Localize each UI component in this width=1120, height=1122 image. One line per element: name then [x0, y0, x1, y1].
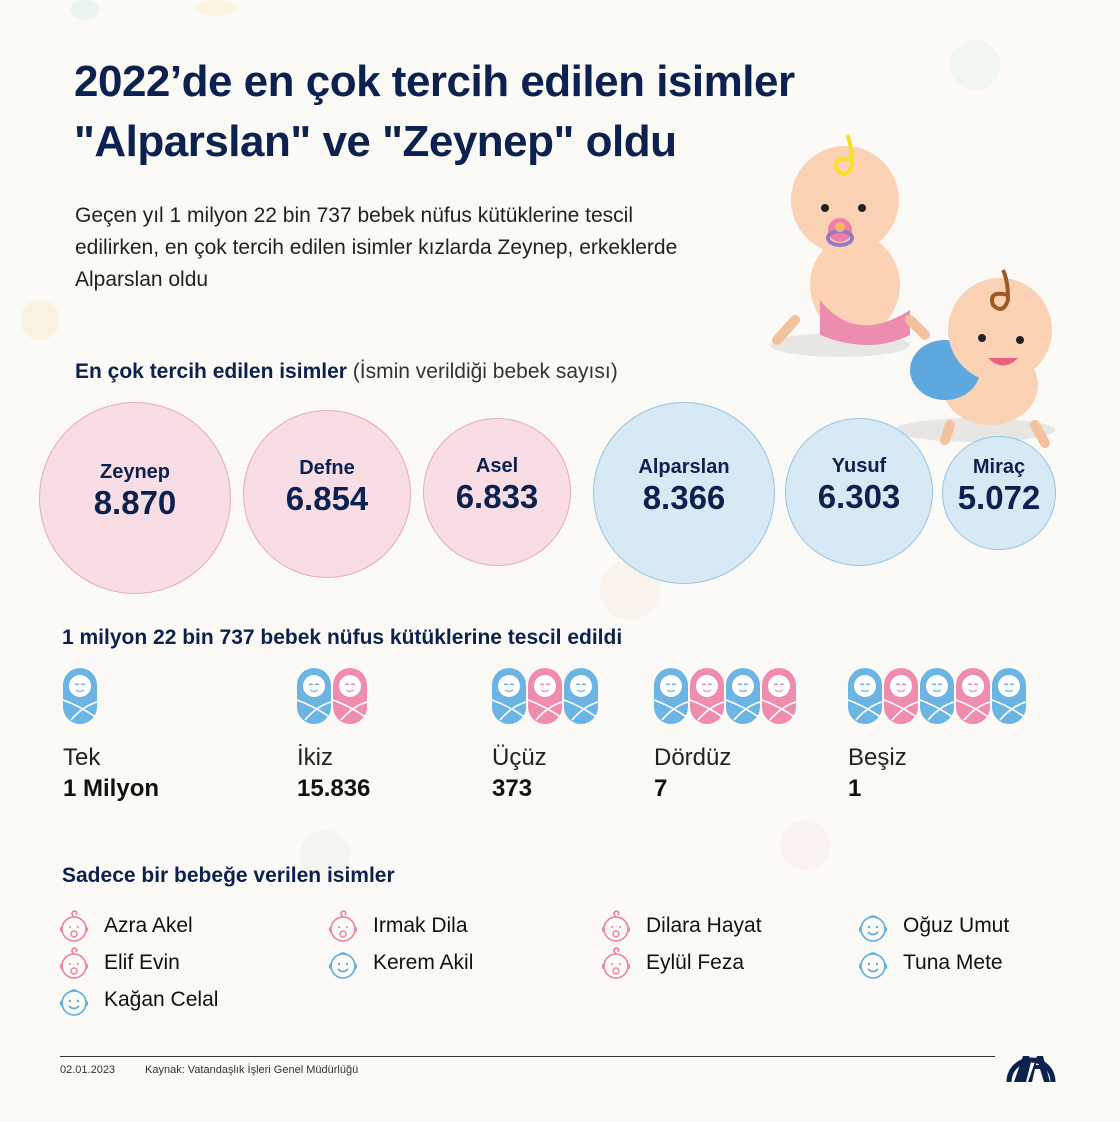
unique-names-column-4: Oğuz Umut Tuna Mete	[857, 907, 1009, 981]
name-label: Yusuf	[831, 454, 887, 477]
swaddle-baby-girl-icon	[956, 668, 990, 724]
baby-girl-face-icon	[600, 946, 632, 980]
swaddle-baby-boy-icon	[848, 668, 882, 724]
list-item: Eylül Feza	[600, 944, 762, 981]
unique-name: Kerem Akil	[373, 950, 474, 974]
page-title: 2022’de en çok tercih edilen isimler "Al…	[74, 52, 795, 172]
birth-type-value: 1 Milyon	[63, 775, 160, 802]
baby-girl-face-icon	[58, 909, 90, 943]
unique-names-column-2: Irmak Dila Kerem Akil	[327, 907, 473, 981]
name-label: Zeynep	[99, 460, 171, 483]
name-label: Asel	[475, 454, 519, 477]
list-item: Oğuz Umut	[857, 907, 1009, 944]
birth-type-value: 373	[492, 775, 533, 802]
swaddle-baby-girl-icon	[333, 668, 367, 724]
background-dot	[780, 820, 830, 870]
unique-names-column-1: Azra Akel Elif Evin Kağan Celal	[58, 907, 218, 1018]
babies-illustration	[770, 134, 1055, 448]
name-circle-yusuf: Yusuf 6.303	[785, 418, 933, 566]
list-item: Kağan Celal	[58, 981, 218, 1018]
name-circle-alparslan: Alparslan 8.366	[593, 402, 775, 584]
background-dot	[950, 40, 1000, 90]
swaddle-baby-boy-icon	[654, 668, 688, 724]
birth-type-quintuplets: Beşiz 1	[848, 668, 1026, 806]
swaddle-baby-girl-icon	[762, 668, 796, 724]
name-label: Defne	[299, 456, 355, 479]
baby-girl-face-icon	[327, 909, 359, 943]
name-circle-defne: Defne 6.854	[243, 410, 411, 578]
title-line-2: "Alparslan" ve "Zeynep" oldu	[74, 117, 677, 166]
births-heading: 1 milyon 22 bin 737 bebek nüfus kütükler…	[62, 626, 623, 649]
unique-name: Oğuz Umut	[903, 913, 1010, 937]
unique-name: Kağan Celal	[104, 987, 219, 1011]
top-names-title: En çok tercih edilen isimler	[75, 360, 347, 383]
unique-name: Elif Evin	[104, 950, 180, 974]
name-circle-zeynep: Zeynep 8.870	[39, 402, 231, 594]
name-count: 6.303	[817, 477, 901, 515]
unique-name: Tuna Mete	[903, 950, 1003, 974]
birth-type-value: 7	[654, 775, 668, 802]
name-circle-mirac: Miraç 5.072	[942, 436, 1056, 550]
unique-names-heading: Sadece bir bebeğe verilen isimler	[62, 864, 395, 887]
swaddle-baby-girl-icon	[690, 668, 724, 724]
background-dot	[300, 830, 350, 880]
swaddle-baby-boy-icon	[492, 668, 526, 724]
baby-boy-face-icon	[327, 946, 359, 980]
title-line-1: 2022’de en çok tercih edilen isimler	[74, 57, 795, 106]
name-count: 5.072	[957, 478, 1041, 516]
list-item: Tuna Mete	[857, 944, 1009, 981]
birth-type-quadruplets: Dördüz 7	[654, 668, 796, 806]
footer-divider	[60, 1056, 995, 1057]
name-count: 6.833	[455, 477, 539, 515]
baby-boy-face-icon	[857, 946, 889, 980]
baby-girl-face-icon	[600, 909, 632, 943]
name-count: 6.854	[285, 479, 369, 517]
name-count: 8.870	[93, 483, 177, 521]
name-label: Miraç	[972, 455, 1026, 478]
swaddle-baby-girl-icon	[528, 668, 562, 724]
name-count: 8.366	[642, 478, 726, 516]
background-dot	[195, 0, 235, 16]
swaddle-baby-boy-icon	[63, 668, 97, 724]
baby-boy-face-icon	[58, 983, 90, 1017]
birth-type-label: Tek	[63, 744, 101, 771]
birth-type-label: Dördüz	[654, 744, 732, 771]
unique-names-column-3: Dilara Hayat Eylül Feza	[600, 907, 762, 981]
swaddle-baby-girl-icon	[884, 668, 918, 724]
birth-type-label: Üçüz	[492, 744, 547, 771]
swaddle-baby-boy-icon	[726, 668, 760, 724]
birth-type-triplets: Üçüz 373	[492, 668, 598, 806]
footer-source: Kaynak: Vatandaşlık İşleri Genel Müdürlü…	[145, 1064, 359, 1076]
lead-text: Geçen yıl 1 milyon 22 bin 737 bebek nüfu…	[75, 204, 678, 291]
top-names-note: (İsmin verildiği bebek sayısı)	[352, 360, 618, 383]
background-dot	[20, 300, 60, 340]
birth-type-label: Beşiz	[848, 744, 907, 771]
unique-name: Irmak Dila	[373, 913, 468, 937]
birth-type-label: İkiz	[297, 744, 333, 771]
list-item: Irmak Dila	[327, 907, 473, 944]
birth-type-value: 1	[848, 775, 862, 802]
list-item: Azra Akel	[58, 907, 218, 944]
top-names-heading: En çok tercih edilen isimler (İsmin veri…	[75, 360, 618, 384]
name-label: Alparslan	[638, 455, 730, 478]
birth-type-twins: İkiz 15.836	[297, 668, 370, 806]
baby-boy-face-icon	[857, 909, 889, 943]
swaddle-baby-boy-icon	[297, 668, 331, 724]
aa-logo-icon	[1006, 1056, 1056, 1083]
list-item: Elif Evin	[58, 944, 218, 981]
birth-type-single: Tek 1 Milyon	[63, 668, 159, 806]
footer-date: 02.01.2023	[60, 1064, 116, 1076]
list-item: Kerem Akil	[327, 944, 473, 981]
background-dot	[70, 0, 100, 20]
birth-type-value: 15.836	[297, 775, 371, 802]
swaddle-baby-boy-icon	[992, 668, 1026, 724]
unique-name: Eylül Feza	[646, 950, 745, 974]
swaddle-baby-boy-icon	[920, 668, 954, 724]
baby-girl-face-icon	[58, 946, 90, 980]
name-circle-asel: Asel 6.833	[423, 418, 571, 566]
swaddle-baby-boy-icon	[564, 668, 598, 724]
list-item: Dilara Hayat	[600, 907, 762, 944]
unique-name: Azra Akel	[104, 913, 193, 937]
unique-name: Dilara Hayat	[646, 913, 762, 937]
